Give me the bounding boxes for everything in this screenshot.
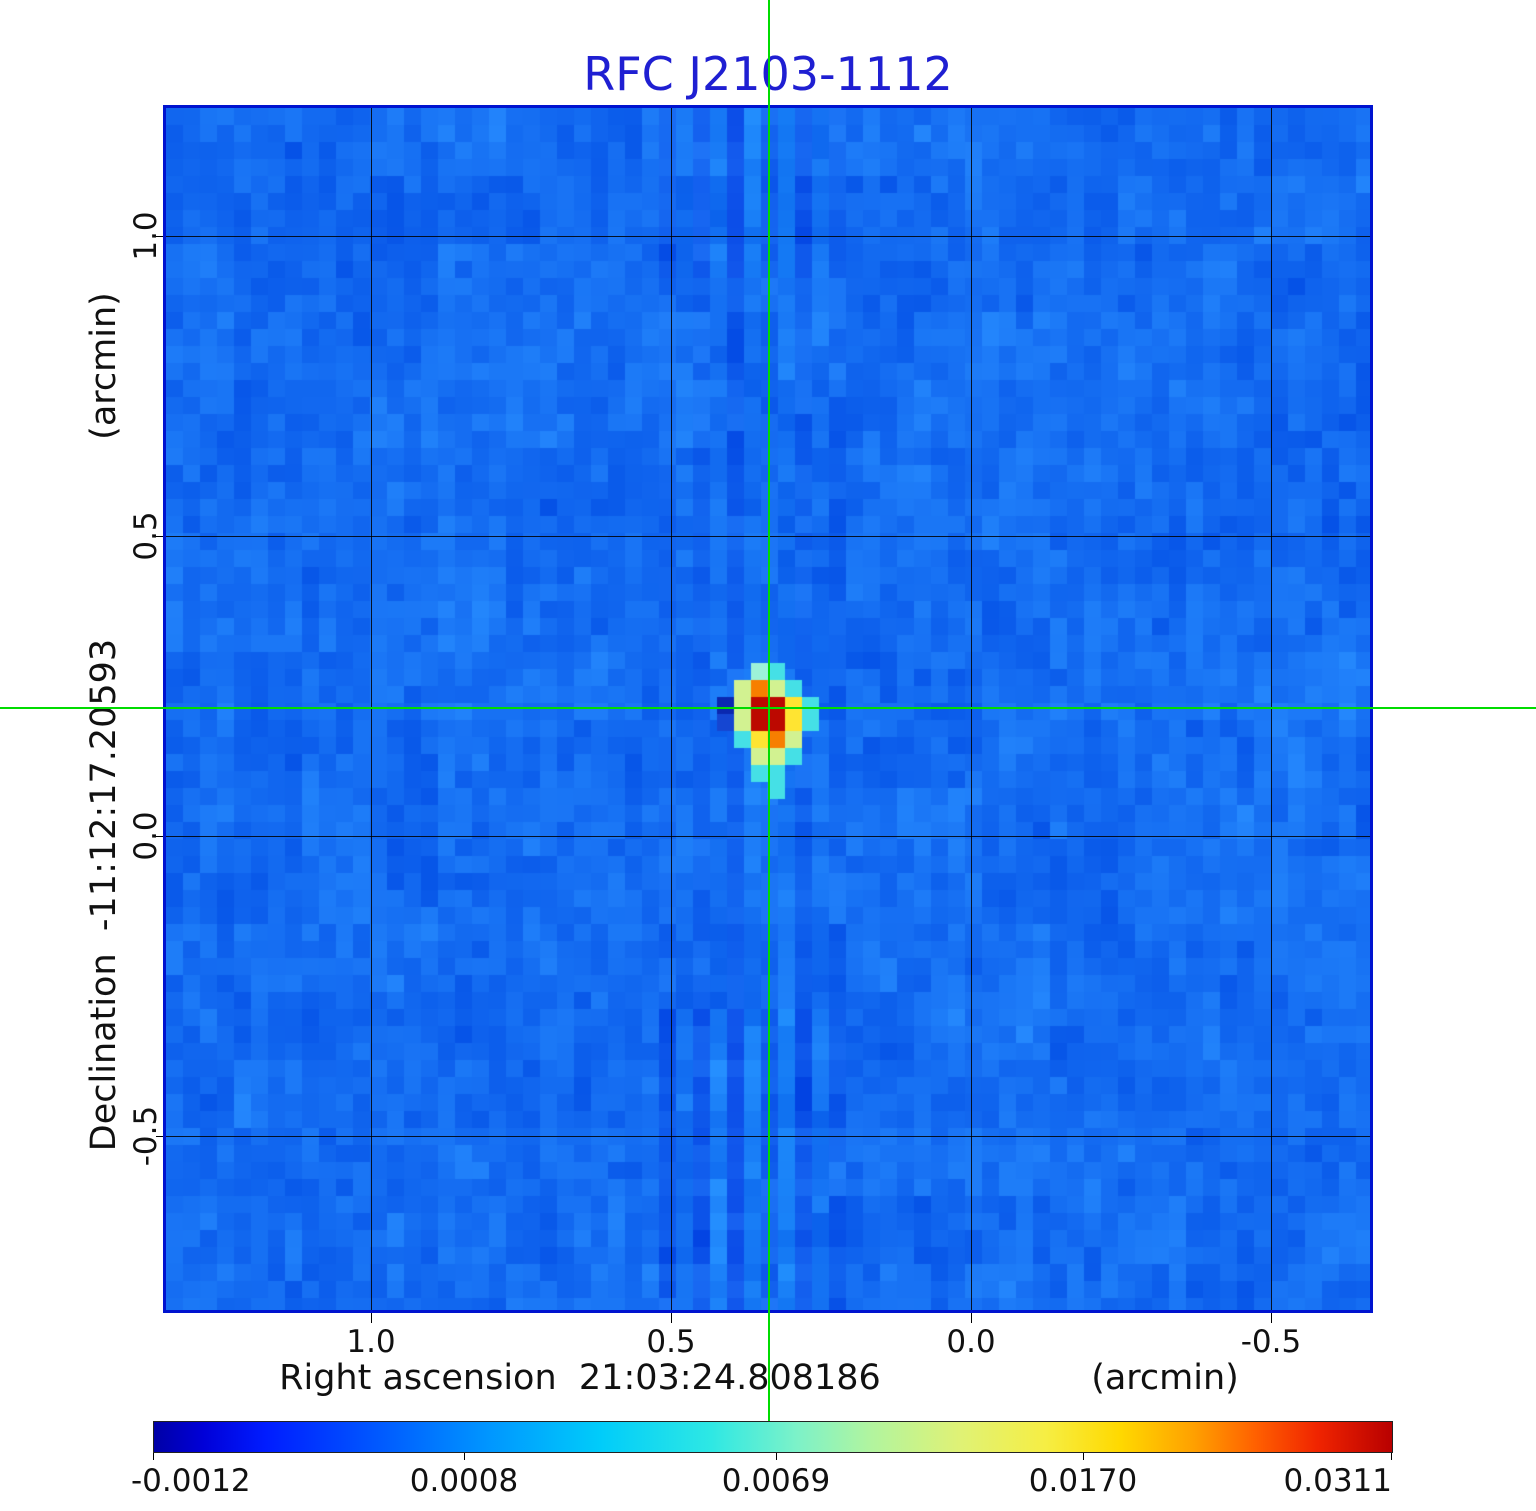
colorbar-tick-mark xyxy=(464,1453,465,1460)
y-axis-unit-label: (arcmin) xyxy=(84,292,124,440)
colorbar-tick-label: -0.0012 xyxy=(131,1463,251,1499)
crosshair-horizontal-line xyxy=(0,707,1536,709)
colorbar-tick-mark xyxy=(776,1453,777,1460)
y-tick-label: 0.5 xyxy=(128,511,164,561)
colorbar-tick-mark xyxy=(153,1453,154,1460)
colorbar-tick-label: 0.0311 xyxy=(1283,1463,1392,1499)
x-gridline xyxy=(971,108,972,1310)
x-tick-label: -0.5 xyxy=(1240,1324,1302,1360)
colorbar-tick-mark xyxy=(1083,1453,1084,1460)
x-tick-mark xyxy=(371,1313,372,1323)
y-axis-label: Declination -11:12:17.20593 xyxy=(84,638,124,1152)
x-gridline xyxy=(671,108,672,1310)
x-tick-mark xyxy=(1271,1313,1272,1323)
colorbar-tick-mark xyxy=(1391,1453,1392,1460)
y-tick-mark xyxy=(156,236,163,237)
x-tick-label: 0.5 xyxy=(646,1324,696,1360)
x-gridline xyxy=(371,108,372,1310)
x-gridline xyxy=(1271,108,1272,1310)
y-tick-mark xyxy=(156,1136,163,1137)
x-tick-label: 1.0 xyxy=(346,1324,396,1360)
colorbar-tick-label: 0.0170 xyxy=(1028,1463,1138,1499)
x-tick-mark xyxy=(671,1313,672,1323)
colorbar-tick-label: 0.0069 xyxy=(721,1463,831,1499)
colorbar-tick-label: 0.0008 xyxy=(409,1463,519,1499)
y-tick-mark xyxy=(156,536,163,537)
x-tick-label: 0.0 xyxy=(946,1324,996,1360)
y-tick-label: 1.0 xyxy=(128,211,164,261)
x-axis-label: Right ascension 21:03:24.808186 xyxy=(279,1358,881,1398)
y-tick-label: -0.5 xyxy=(128,1105,164,1167)
crosshair-vertical-line xyxy=(768,0,770,1421)
x-tick-mark xyxy=(971,1313,972,1323)
y-tick-mark xyxy=(156,836,163,837)
x-axis-unit-label: (arcmin) xyxy=(1091,1358,1239,1398)
plot-title: RFC J2103-1112 xyxy=(583,47,953,101)
colorbar xyxy=(153,1421,1393,1453)
y-tick-label: 0.0 xyxy=(128,811,164,861)
